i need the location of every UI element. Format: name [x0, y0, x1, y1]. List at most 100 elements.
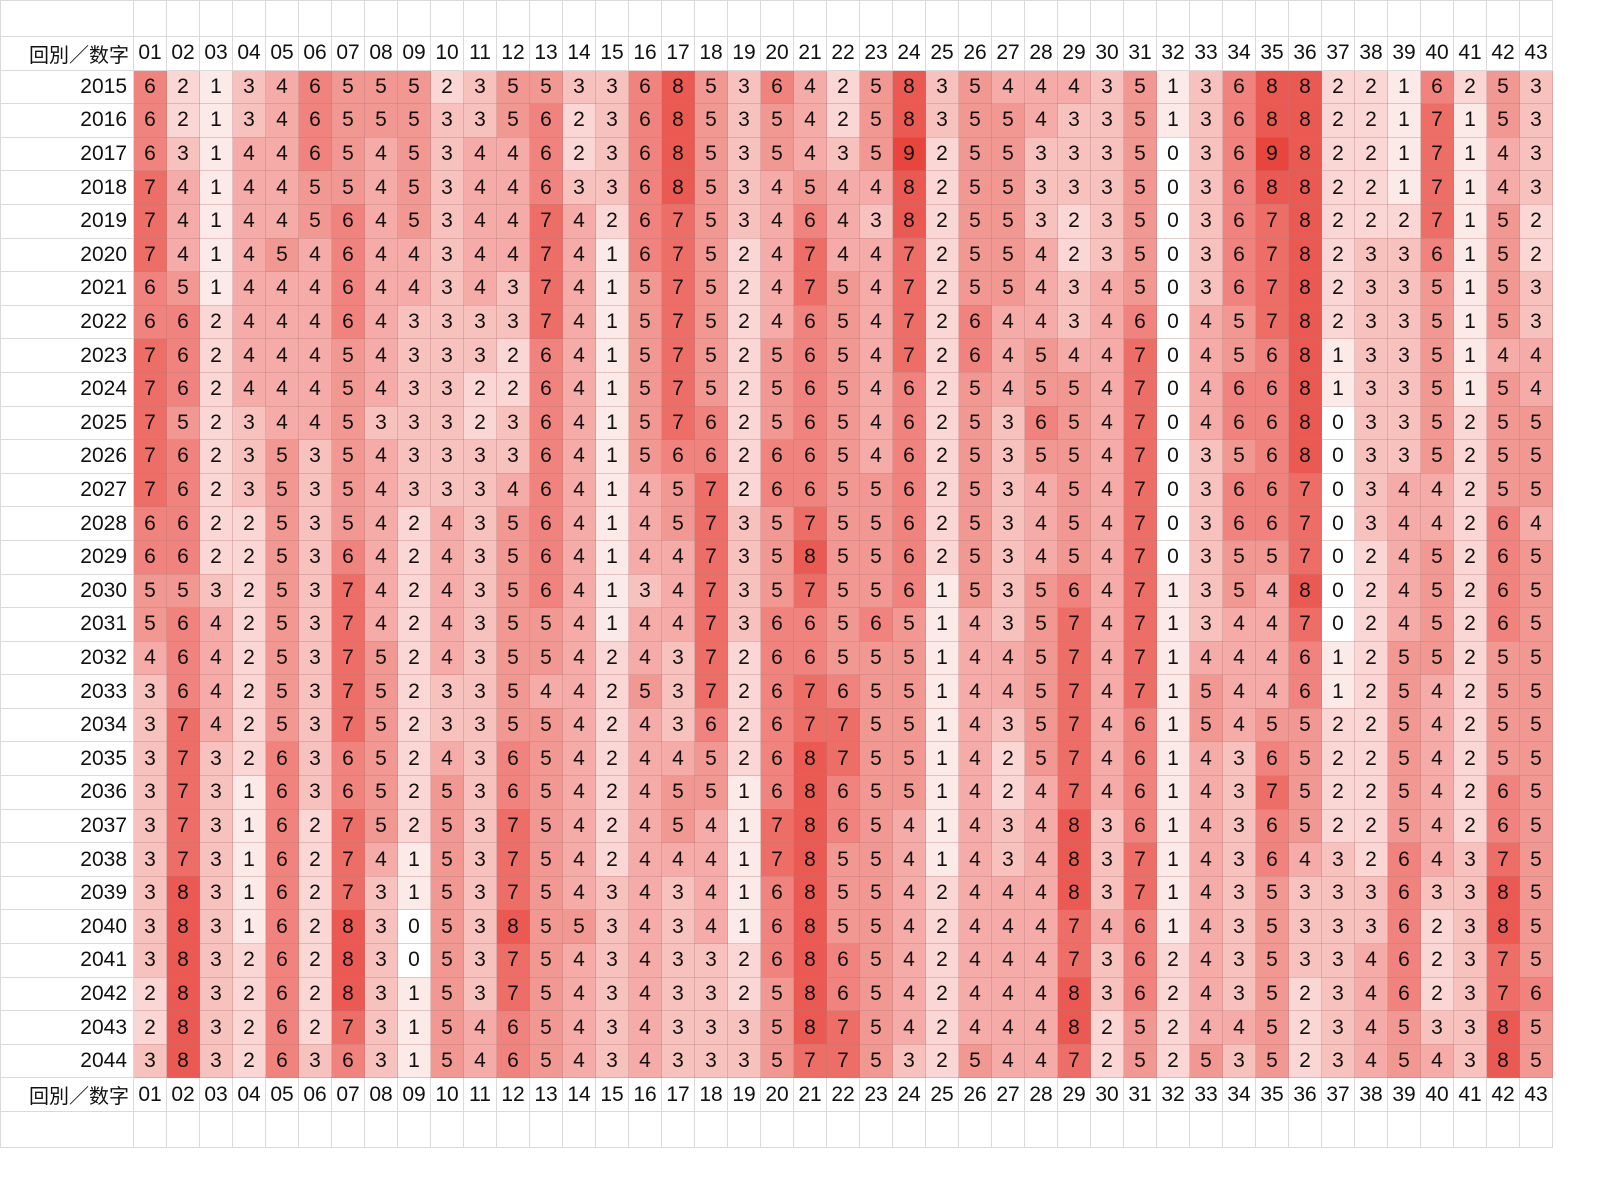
empty-cell[interactable]	[562, 1111, 596, 1148]
heatmap-cell[interactable]: 2	[232, 1010, 266, 1045]
heatmap-cell[interactable]: 5	[265, 439, 299, 474]
heatmap-cell[interactable]: 4	[628, 943, 662, 978]
heatmap-cell[interactable]: 2	[397, 775, 431, 810]
heatmap-cell[interactable]: 5	[331, 439, 365, 474]
heatmap-cell[interactable]: 2	[199, 371, 233, 407]
heatmap-cell[interactable]: 5	[958, 1043, 992, 1079]
heatmap-cell[interactable]: 4	[1222, 640, 1256, 676]
heatmap-cell[interactable]: 4	[562, 1043, 596, 1079]
empty-cell[interactable]	[892, 1111, 926, 1148]
heatmap-cell[interactable]: 2	[166, 103, 200, 138]
empty-cell[interactable]	[727, 1111, 761, 1148]
heatmap-cell[interactable]: 3	[1321, 875, 1355, 911]
heatmap-cell[interactable]: 0	[1321, 607, 1355, 642]
heatmap-cell[interactable]: 4	[1519, 371, 1553, 407]
heatmap-cell[interactable]: 5	[760, 338, 794, 373]
heatmap-cell[interactable]: 4	[628, 909, 662, 945]
heatmap-cell[interactable]: 7	[1123, 371, 1157, 407]
heatmap-cell[interactable]: 3	[298, 1043, 332, 1079]
heatmap-cell[interactable]: 4	[199, 607, 233, 642]
heatmap-cell[interactable]: 4	[562, 506, 596, 541]
heatmap-cell[interactable]: 8	[1288, 439, 1322, 474]
heatmap-cell[interactable]: 6	[760, 607, 794, 642]
heatmap-cell[interactable]: 6	[265, 775, 299, 810]
heatmap-cell[interactable]: 6	[1222, 405, 1256, 441]
heatmap-cell[interactable]: 3	[430, 271, 464, 306]
heatmap-cell[interactable]: 3	[727, 1043, 761, 1079]
empty-cell[interactable]	[1321, 0, 1355, 37]
heatmap-cell[interactable]: 7	[1123, 506, 1157, 541]
heatmap-cell[interactable]: 8	[1288, 573, 1322, 609]
heatmap-cell[interactable]: 0	[1156, 472, 1190, 508]
heatmap-cell[interactable]: 2	[595, 674, 629, 709]
heatmap-cell[interactable]: 4	[958, 707, 992, 743]
row-label[interactable]: 2039	[0, 875, 134, 911]
heatmap-cell[interactable]: 5	[1486, 707, 1520, 743]
heatmap-cell[interactable]: 6	[529, 338, 563, 373]
heatmap-cell[interactable]: 3	[727, 573, 761, 609]
row-label[interactable]: 2035	[0, 741, 134, 777]
heatmap-cell[interactable]: 7	[331, 640, 365, 676]
heatmap-cell[interactable]: 5	[430, 943, 464, 978]
heatmap-cell[interactable]: 7	[694, 607, 728, 642]
heatmap-cell[interactable]: 4	[562, 741, 596, 777]
heatmap-cell[interactable]: 5	[1222, 539, 1256, 575]
heatmap-cell[interactable]: 2	[727, 304, 761, 340]
heatmap-cell[interactable]: 5	[1288, 808, 1322, 844]
heatmap-cell[interactable]: 5	[892, 707, 926, 743]
heatmap-cell[interactable]: 6	[793, 640, 827, 676]
heatmap-cell[interactable]: 3	[133, 842, 167, 877]
heatmap-cell[interactable]: 4	[661, 741, 695, 777]
heatmap-cell[interactable]: 4	[430, 573, 464, 609]
heatmap-cell[interactable]: 7	[1123, 640, 1157, 676]
heatmap-cell[interactable]: 5	[1387, 741, 1421, 777]
heatmap-cell[interactable]: 5	[1519, 707, 1553, 743]
heatmap-cell[interactable]: 4	[463, 1010, 497, 1045]
heatmap-cell[interactable]: 6	[265, 1010, 299, 1045]
empty-cell[interactable]	[1387, 1111, 1421, 1148]
column-header[interactable]: 30	[1090, 1077, 1124, 1112]
heatmap-cell[interactable]: 6	[1222, 472, 1256, 508]
heatmap-cell[interactable]: 7	[529, 203, 563, 239]
heatmap-cell[interactable]: 3	[430, 304, 464, 340]
heatmap-cell[interactable]: 5	[529, 1010, 563, 1045]
heatmap-cell[interactable]: 2	[232, 707, 266, 743]
column-header[interactable]: 25	[925, 36, 959, 71]
heatmap-cell[interactable]: 4	[694, 842, 728, 877]
empty-cell[interactable]	[1453, 1111, 1487, 1148]
heatmap-cell[interactable]: 4	[1024, 976, 1058, 1012]
heatmap-cell[interactable]: 5	[265, 707, 299, 743]
heatmap-cell[interactable]: 2	[397, 573, 431, 609]
heatmap-cell[interactable]: 3	[463, 707, 497, 743]
heatmap-cell[interactable]: 2	[925, 539, 959, 575]
heatmap-cell[interactable]: 4	[364, 136, 398, 172]
heatmap-cell[interactable]: 1	[1321, 371, 1355, 407]
heatmap-cell[interactable]: 1	[595, 304, 629, 340]
heatmap-cell[interactable]: 2	[1354, 607, 1388, 642]
heatmap-cell[interactable]: 7	[694, 506, 728, 541]
heatmap-cell[interactable]: 4	[760, 237, 794, 273]
heatmap-cell[interactable]: 3	[1519, 304, 1553, 340]
heatmap-cell[interactable]: 2	[826, 103, 860, 138]
column-header[interactable]: 13	[529, 1077, 563, 1112]
heatmap-cell[interactable]: 2	[298, 943, 332, 978]
heatmap-cell[interactable]: 8	[331, 943, 365, 978]
heatmap-cell[interactable]: 4	[1024, 1043, 1058, 1079]
heatmap-cell[interactable]: 3	[199, 909, 233, 945]
heatmap-cell[interactable]: 5	[628, 405, 662, 441]
heatmap-cell[interactable]: 4	[463, 237, 497, 273]
heatmap-cell[interactable]: 4	[991, 304, 1025, 340]
heatmap-cell[interactable]: 2	[1288, 1010, 1322, 1045]
heatmap-cell[interactable]: 5	[1288, 775, 1322, 810]
heatmap-cell[interactable]: 6	[166, 338, 200, 373]
empty-cell[interactable]	[496, 0, 530, 37]
row-label[interactable]: 2032	[0, 640, 134, 676]
heatmap-cell[interactable]: 4	[562, 1010, 596, 1045]
column-header[interactable]: 43	[1519, 36, 1553, 71]
heatmap-cell[interactable]: 0	[1156, 539, 1190, 575]
heatmap-cell[interactable]: 7	[133, 170, 167, 205]
heatmap-cell[interactable]: 5	[265, 573, 299, 609]
heatmap-cell[interactable]: 4	[694, 875, 728, 911]
heatmap-cell[interactable]: 4	[562, 707, 596, 743]
heatmap-cell[interactable]: 3	[1189, 439, 1223, 474]
